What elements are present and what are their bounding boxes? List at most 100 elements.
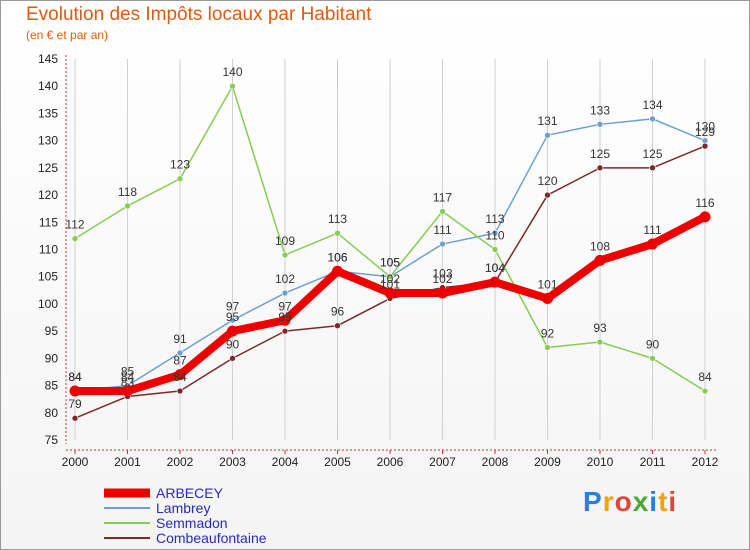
data-point-semmadon [701,387,709,395]
legend-label: Semmadon [156,515,228,531]
data-point-semmadon [386,273,394,281]
data-point-combeaufontaine [281,327,289,335]
y-tick-label: 85 [45,379,59,393]
data-label-semmadon: 84 [698,370,712,384]
x-tick-label: 2009 [534,455,561,469]
logo-letter: r [602,486,615,517]
data-point-arbecey [384,287,396,299]
data-label-combeaufontaine: 101 [380,277,400,291]
data-label-lambrey: 91 [173,332,187,346]
data-point-lambrey [281,289,289,297]
data-label-combeaufontaine: 90 [226,337,240,351]
data-point-arbecey [437,287,448,299]
data-label-arbecey: 116 [695,196,714,210]
data-label-combeaufontaine: 84 [173,370,187,384]
x-tick-label: 2000 [62,455,89,469]
data-point-combeaufontaine [544,191,551,199]
chart-axes: 75 80 85 90 95 100 105 110 115 120 125 130 135 140 145… [38,52,719,469]
data-point-semmadon [334,229,341,237]
x-tick-label: 2003 [219,455,246,469]
data-label-semmadon: 113 [328,212,347,226]
data-label-semmadon: 117 [433,190,452,204]
x-tick-label: 2001 [114,455,141,469]
data-point-combeaufontaine [649,164,656,172]
legend-label: Lambrey [156,500,210,516]
x-tick-label: 2010 [587,455,614,469]
data-label-semmadon: 110 [485,229,504,243]
data-point-combeaufontaine [701,142,709,150]
proxiti-logo: Proxiti [583,486,677,518]
data-point-arbecey [332,265,343,277]
y-tick-label: 90 [45,351,59,365]
data-label-combeaufontaine: 103 [432,267,452,281]
data-label-arbecey: 87 [173,354,187,368]
data-label-combeaufontaine: 120 [537,174,557,188]
data-point-arbecey [489,276,501,288]
data-point-arbecey [174,369,186,381]
data-point-semmadon [281,251,289,259]
data-point-arbecey [594,254,606,266]
y-tick-label: 110 [39,243,58,257]
x-tick-label: 2012 [692,455,719,469]
y-tick-label: 80 [45,406,59,420]
data-point-lambrey [229,316,236,324]
logo-letter: x [632,486,650,517]
y-tick-label: 145 [38,52,58,66]
data-label-semmadon: 93 [593,321,607,335]
x-tick-label: 2011 [640,455,666,469]
x-tick-label: 2002 [167,455,194,469]
data-label-lambrey: 102 [275,272,295,286]
data-point-semmadon [71,235,79,242]
data-label-semmadon: 112 [65,218,84,232]
data-label-lambrey: 111 [433,223,452,237]
y-tick-label: 135 [38,106,58,120]
legend-label: Combeaufontaine [156,530,267,546]
logo-letter: t [658,486,669,517]
data-label-lambrey: 105 [380,256,400,270]
y-tick-label: 75 [45,433,59,447]
data-point-lambrey [439,240,446,248]
logo-letter: i [668,486,678,517]
data-point-semmadon [439,208,446,215]
x-tick-label: 2004 [272,455,299,469]
data-label-lambrey: 131 [537,114,557,128]
data-label-arbecey: 111 [643,223,662,237]
y-tick-label: 100 [38,297,58,311]
data-point-combeaufontaine [596,164,604,172]
data-point-arbecey [279,314,291,326]
data-label-semmadon: 118 [118,185,137,199]
data-label-combeaufontaine: 125 [642,147,662,161]
series-layer [69,82,711,422]
x-tick-label: 2007 [429,455,456,469]
data-point-arbecey [647,238,658,250]
data-point-combeaufontaine [176,387,184,395]
data-label-lambrey: 97 [226,299,240,313]
y-tick-label: 125 [38,161,58,175]
data-label-combeaufontaine: 79 [68,397,82,411]
data-label-arbecey: 95 [226,310,240,324]
data-label-semmadon: 105 [380,256,400,270]
data-point-semmadon [544,344,551,351]
data-point-semmadon [649,355,656,362]
data-point-combeaufontaine [229,355,236,362]
data-label-arbecey: 104 [485,261,505,275]
data-label-combeaufontaine: 104 [485,261,505,275]
data-point-combeaufontaine [334,322,341,330]
data-label-arbecey: 102 [432,272,452,286]
y-tick-label: 120 [38,188,58,202]
data-label-lambrey: 106 [327,250,347,264]
data-point-lambrey [596,121,604,128]
y-tick-label: 105 [38,270,58,284]
data-point-arbecey [227,325,238,337]
data-label-lambrey: 85 [121,365,135,379]
data-label-lambrey: 113 [485,212,504,226]
data-label-arbecey: 108 [590,239,610,253]
data-point-combeaufontaine [71,414,79,422]
data-point-semmadon [176,175,184,183]
data-point-semmadon [124,202,131,210]
data-label-lambrey: 130 [695,120,715,134]
data-label-arbecey: 102 [380,272,400,286]
logo-letter: P [583,486,603,517]
data-label-lambrey: 134 [642,98,662,112]
